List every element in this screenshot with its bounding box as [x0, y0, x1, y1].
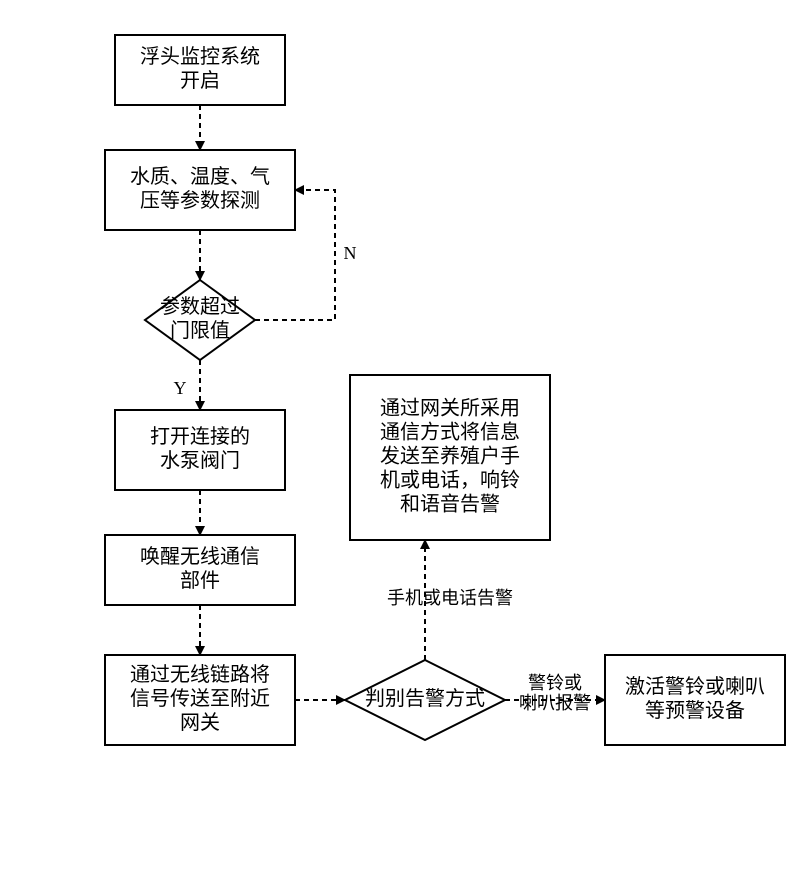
- nodes-group: 浮头监控系统开启水质、温度、气压等参数探测参数超过门限值打开连接的水泵阀门唤醒无…: [105, 35, 785, 745]
- node-n2: 水质、温度、气压等参数探测: [105, 150, 295, 230]
- node-text-n8: 通过网关所采用通信方式将信息发送至养殖户手机或电话，响铃和语音告警: [380, 396, 520, 515]
- node-text-n7: 判别告警方式: [365, 687, 485, 710]
- edge-label: 警铃或喇叭报警: [519, 673, 591, 713]
- node-n5: 唤醒无线通信部件: [105, 535, 295, 605]
- edge-label: N: [344, 243, 357, 263]
- node-n6: 通过无线链路将信号传送至附近网关: [105, 655, 295, 745]
- flowchart-canvas: NY手机或电话告警警铃或喇叭报警浮头监控系统开启水质、温度、气压等参数探测参数超…: [0, 0, 800, 881]
- edge-label: Y: [174, 378, 187, 398]
- node-n3: 参数超过门限值: [145, 280, 255, 360]
- node-n7: 判别告警方式: [345, 660, 505, 740]
- node-n9: 激活警铃或喇叭等预警设备: [605, 655, 785, 745]
- node-n8: 通过网关所采用通信方式将信息发送至养殖户手机或电话，响铃和语音告警: [350, 375, 550, 540]
- edge-label: 手机或电话告警: [387, 588, 513, 608]
- node-n4: 打开连接的水泵阀门: [115, 410, 285, 490]
- node-n1: 浮头监控系统开启: [115, 35, 285, 105]
